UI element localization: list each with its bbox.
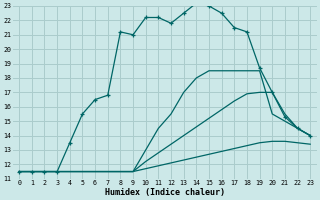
X-axis label: Humidex (Indice chaleur): Humidex (Indice chaleur)	[105, 188, 225, 197]
